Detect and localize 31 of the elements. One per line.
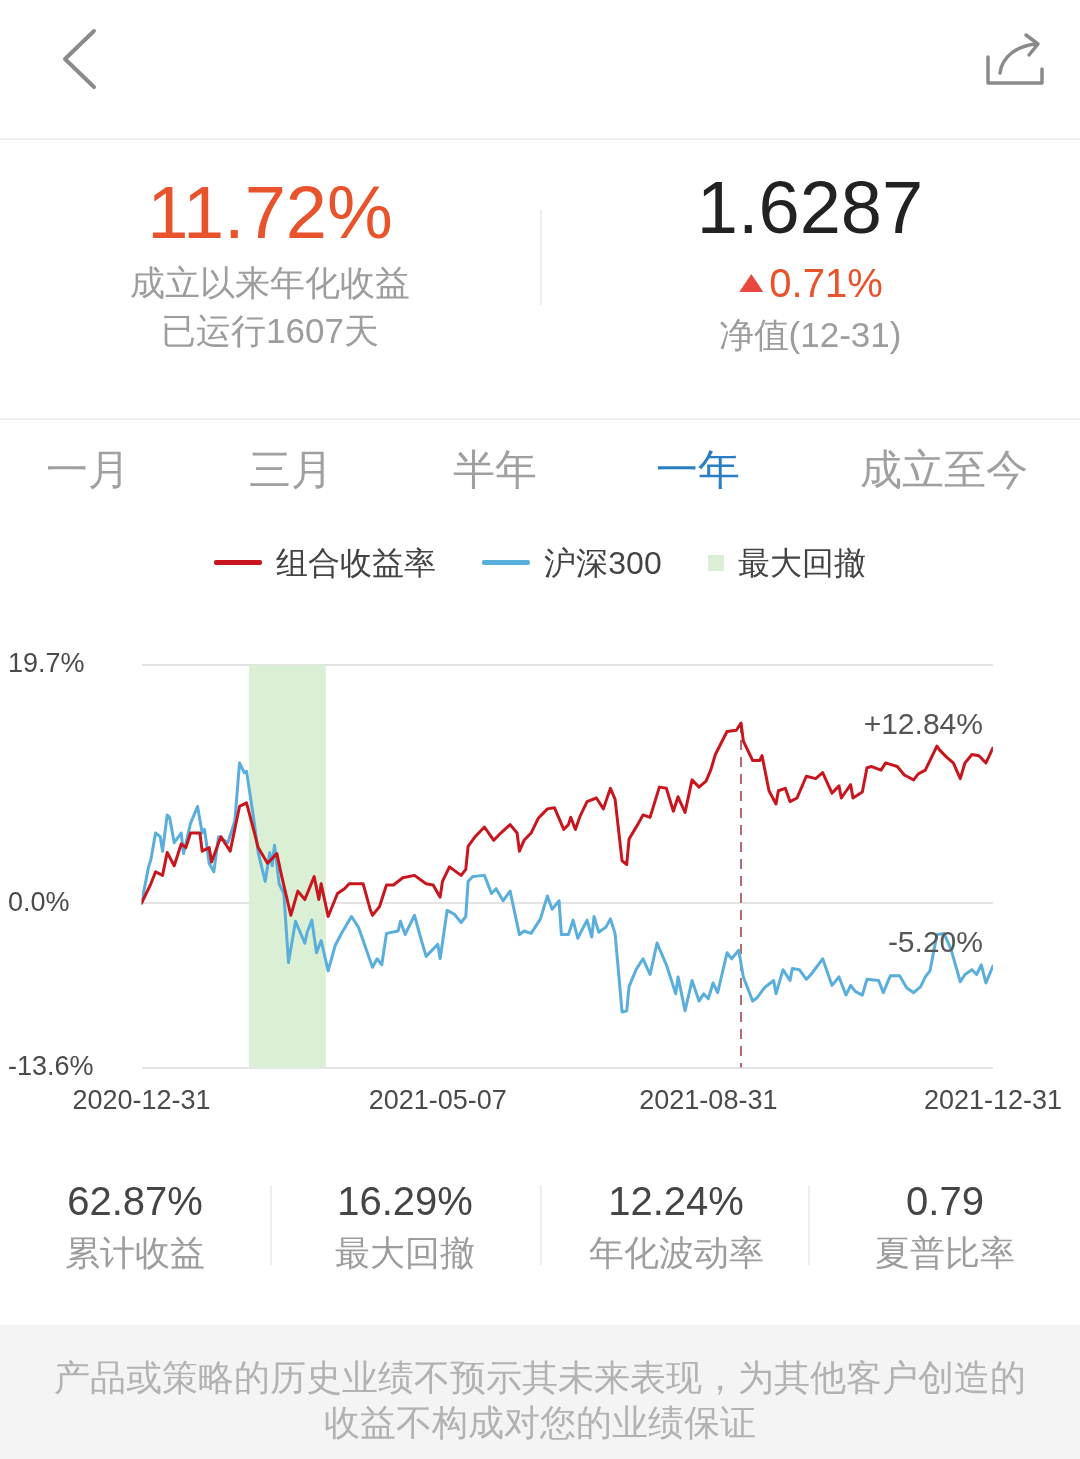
text: 半年 [453,445,537,495]
legend-label: 组合收益率 [276,544,437,582]
text: 11.72% [147,170,393,256]
text: 16.29% [337,1178,473,1224]
x-tick-label: 2021-08-31 [639,1085,778,1116]
text: 一年 [656,445,740,495]
text: 已运行1607天 [161,310,379,352]
text: 12.24% [608,1178,744,1224]
y-tick-label: -13.6% [8,1051,94,1082]
x-tick-label: 2021-12-31 [923,1085,1063,1116]
text: 累计收益 [65,1232,205,1274]
y-tick-label: 0.0% [8,886,70,917]
text: 0.71% [769,260,883,306]
text: 成立至今 [860,445,1028,495]
text: 最大回撤 [335,1232,475,1274]
text: 三月 [249,445,333,495]
text: 产品或策略的历史业绩不预示其未来表现，为其他客户创造的收益不构成对您的业绩保证 [53,1356,1027,1445]
y-tick-label: 19.7% [8,648,85,679]
x-tick-label: 2020-12-31 [72,1085,211,1116]
text: 一月 [46,445,130,495]
text: 成立以来年化收益 [130,262,410,304]
text: 0.79 [906,1178,984,1224]
text: 净值(12-31) [718,314,902,356]
x-tick-label: 2021-05-07 [368,1085,507,1116]
text: 1.6287 [696,165,924,251]
text: 夏普比率 [875,1232,1015,1274]
annotation: +12.84% [863,707,983,741]
text: 年化波动率 [588,1232,764,1274]
text: 62.87% [67,1178,203,1224]
legend-label: 沪深300 [544,544,662,582]
legend-label: 最大回撤 [737,544,866,582]
